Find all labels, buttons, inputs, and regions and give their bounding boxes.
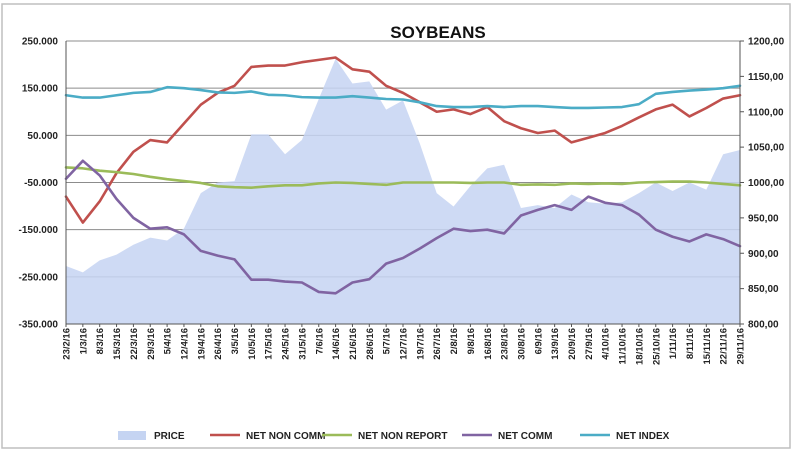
price-legend-swatch (118, 431, 146, 440)
price-legend-label: PRICE (154, 431, 185, 442)
right-tick-label: 800,00 (748, 320, 779, 331)
x-tick-label: 25/10/16 (651, 328, 662, 365)
x-tick-label: 2/8/16 (449, 328, 460, 354)
x-tick-label: 17/5/16 (264, 328, 275, 360)
x-tick-label: 5/7/16 (382, 328, 393, 354)
left-tick-label: -350.000 (19, 320, 59, 331)
net-index-legend-label: NET INDEX (616, 431, 670, 442)
x-tick-label: 9/8/16 (466, 328, 477, 354)
x-tick-label: 24/5/16 (281, 328, 292, 360)
right-tick-label: 1050,00 (748, 143, 785, 154)
x-tick-label: 16/8/16 (483, 328, 494, 360)
x-tick-label: 27/9/16 (584, 328, 595, 360)
x-tick-label: 19/4/16 (196, 328, 207, 360)
price-area (66, 58, 740, 324)
left-tick-label: -150.000 (19, 225, 59, 236)
x-tick-label: 11/10/16 (618, 328, 629, 364)
left-tick-label: 150.000 (22, 84, 59, 95)
right-tick-label: 1150,00 (748, 72, 784, 83)
x-tick-label: 7/6/16 (314, 328, 325, 354)
x-tick-label: 29/3/16 (146, 328, 157, 360)
x-tick-label: 19/7/16 (415, 328, 426, 360)
x-tick-label: 22/11/16 (719, 328, 730, 364)
x-tick-label: 10/5/16 (247, 328, 258, 360)
x-tick-label: 8/3/16 (95, 328, 106, 354)
left-tick-label: -250.000 (19, 272, 59, 283)
x-tick-label: 5/4/16 (163, 328, 174, 354)
left-tick-label: 50.000 (27, 131, 58, 142)
legend: PRICE NET NON COMM NET NON REPORT NET COMM N… (118, 431, 670, 442)
left-tick-label: -50.000 (24, 178, 58, 189)
x-tick-label: 30/8/16 (516, 328, 527, 360)
x-tick-label: 12/4/16 (179, 328, 190, 360)
x-tick-label: 20/9/16 (567, 328, 578, 360)
x-tick-label: 29/11/16 (736, 328, 747, 364)
x-tick-label: 1/11/16 (668, 328, 679, 359)
x-tick-label: 26/7/16 (432, 328, 443, 360)
x-tick-label: 28/6/16 (365, 328, 376, 360)
right-tick-label: 1100,00 (748, 107, 784, 118)
x-tick-label: 8/11/16 (685, 328, 696, 359)
net-non-report-line (64, 166, 742, 189)
x-tick-label: 31/5/16 (297, 328, 308, 360)
net-comm-legend-label: NET COMM (498, 431, 552, 442)
net-index-line (64, 84, 742, 110)
x-tick-label: 15/3/16 (112, 328, 123, 360)
right-tick-label: 1000,00 (748, 178, 785, 189)
series-lines-layer (64, 56, 742, 295)
x-tick-label: 15/11/16 (702, 328, 713, 364)
x-tick-label: 1/3/16 (78, 328, 89, 354)
x-tick-label: 23/2/16 (62, 328, 73, 360)
x-tick-label: 3/5/16 (230, 328, 241, 354)
net-comm-line (64, 159, 742, 295)
left-tick-label: 250.000 (22, 37, 59, 48)
x-tick-label: 6/9/16 (533, 328, 544, 354)
x-tick-label: 13/9/16 (550, 328, 561, 360)
x-tick-label: 14/6/16 (331, 328, 342, 360)
chart-title: SOYBEANS (390, 23, 485, 42)
x-tick-label: 22/3/16 (129, 328, 140, 360)
axes: 250.000 150.000 50.000 -50.000 -150.000 -250.… (19, 37, 785, 365)
price-area-layer (66, 58, 740, 324)
x-tick-label: 18/10/16 (634, 328, 645, 365)
net-non-comm-line (64, 56, 742, 224)
x-tick-label: 4/10/16 (601, 328, 612, 360)
x-tick-label: 12/7/16 (399, 328, 410, 360)
net-non-comm-legend-label: NET NON COMM (246, 431, 325, 442)
right-tick-label: 1200,00 (748, 37, 785, 48)
right-tick-label: 900,00 (748, 249, 779, 260)
right-tick-label: 950,00 (748, 213, 779, 224)
net-non-report-legend-label: NET NON REPORT (358, 431, 447, 442)
right-tick-label: 850,00 (748, 284, 779, 295)
x-tick-label: 23/8/16 (500, 328, 511, 360)
x-tick-label: 26/4/16 (213, 328, 224, 360)
x-tick-label: 21/6/16 (348, 328, 359, 360)
